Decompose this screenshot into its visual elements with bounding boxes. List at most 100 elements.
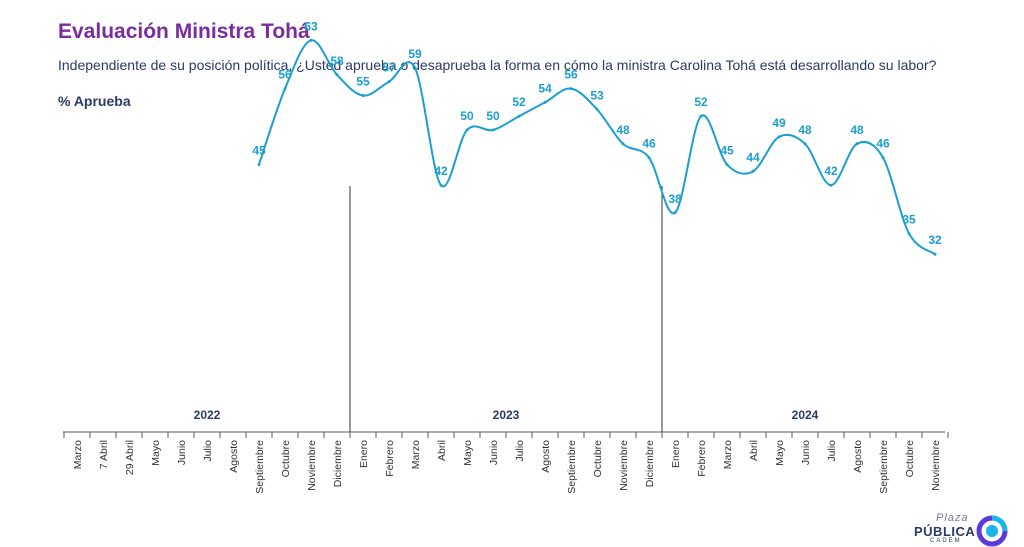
x-tick-label: Enero <box>358 440 370 468</box>
x-tick-label: Diciembre <box>332 440 344 487</box>
data-point <box>465 128 469 132</box>
data-point <box>621 142 625 146</box>
x-tick-label: Junio <box>176 440 188 465</box>
data-label: 42 <box>434 164 448 178</box>
logo-text-plaza: Plaza <box>936 512 969 524</box>
data-label: 52 <box>694 95 708 109</box>
survey-question: Independiente de su posición política, ¿… <box>58 57 937 73</box>
data-point <box>387 80 391 84</box>
data-point <box>829 183 833 187</box>
data-label: 38 <box>668 192 682 206</box>
series-line <box>258 39 936 256</box>
data-label: 52 <box>512 95 526 109</box>
x-tick-label: Marzo <box>410 440 422 469</box>
data-label: 63 <box>304 19 318 33</box>
data-point <box>257 163 261 166</box>
data-label: 44 <box>746 150 760 164</box>
x-tick-label: Enero <box>670 440 682 468</box>
data-point <box>907 232 911 235</box>
data-label: 53 <box>590 88 604 102</box>
data-label: 59 <box>408 47 422 61</box>
x-tick-label: Noviembre <box>618 440 630 491</box>
data-point <box>361 94 365 97</box>
x-tick-label: Agosto <box>852 440 864 473</box>
data-label: 48 <box>850 123 864 137</box>
data-point <box>569 87 573 91</box>
data-point <box>543 100 547 104</box>
x-tick-label: Marzo <box>722 440 734 469</box>
x-tick-label: Febrero <box>384 440 396 477</box>
data-label: 46 <box>642 137 656 151</box>
x-tick-label: Octubre <box>592 440 604 478</box>
data-label: 49 <box>772 116 786 130</box>
data-point <box>855 142 859 146</box>
data-point <box>439 183 443 187</box>
data-point <box>881 156 885 160</box>
data-point <box>699 114 703 118</box>
data-point <box>933 252 937 256</box>
plaza-publica-logo: Plaza PÚBLICA CADEM <box>914 512 1014 547</box>
data-point <box>595 107 599 111</box>
data-label: 58 <box>330 54 344 68</box>
data-label: 57 <box>382 61 396 75</box>
x-tick-label: Agosto <box>540 440 552 473</box>
data-point <box>335 73 339 77</box>
x-tick-label: Noviembre <box>930 440 942 491</box>
data-point <box>283 87 287 91</box>
data-label: 56 <box>278 68 292 82</box>
x-tick-label: Mayo <box>462 440 474 466</box>
data-point <box>725 163 729 166</box>
data-label: 48 <box>616 123 630 137</box>
data-label: 42 <box>824 164 838 178</box>
logo-text-publica: PÚBLICA <box>914 524 976 539</box>
year-label: 2023 <box>493 408 520 422</box>
data-label: 48 <box>798 123 812 137</box>
x-tick-label: Marzo <box>72 440 84 469</box>
data-label: 46 <box>876 137 890 151</box>
x-tick-label: Junio <box>488 440 500 465</box>
data-point <box>751 169 755 173</box>
logo-text-cadem: CADEM <box>930 538 962 544</box>
x-tick-label: Septiembre <box>878 440 890 494</box>
data-label: 32 <box>928 233 942 247</box>
x-tick-label: Julio <box>202 440 214 462</box>
x-tick-label: Noviembre <box>306 440 318 491</box>
logo-mark-icon <box>976 515 1008 547</box>
data-label: 54 <box>538 81 552 95</box>
x-tick-label: Febrero <box>696 440 708 477</box>
data-point <box>777 135 781 139</box>
x-tick-label: Mayo <box>774 440 786 466</box>
data-point <box>803 142 807 146</box>
data-label: 56 <box>564 68 578 82</box>
chart-title: Evaluación Ministra Tohá <box>58 20 310 43</box>
x-tick-label: Septiembre <box>254 440 266 494</box>
x-tick-label: Abril <box>436 440 448 461</box>
data-label: 50 <box>486 109 500 123</box>
x-tick-label: Junio <box>800 440 812 465</box>
year-label: 2022 <box>194 408 221 422</box>
x-tick-label: Julio <box>514 440 526 462</box>
data-point <box>309 38 313 42</box>
x-tick-label: Octubre <box>280 440 292 478</box>
x-tick-label: Julio <box>826 440 838 462</box>
data-label: 35 <box>902 213 916 227</box>
x-tick-label: 29 Abril <box>124 440 136 475</box>
x-tick-label: Octubre <box>904 440 916 478</box>
metric-label: % Aprueba <box>58 93 131 109</box>
x-tick-label: Mayo <box>150 440 162 466</box>
data-point <box>517 114 521 118</box>
data-point <box>647 156 651 160</box>
x-tick-label: Abril <box>748 440 760 461</box>
data-label: 45 <box>252 144 266 158</box>
x-tick-label: 7 Abril <box>98 440 110 469</box>
data-point <box>413 66 417 70</box>
year-label: 2024 <box>792 408 819 422</box>
x-tick-label: Diciembre <box>644 440 656 487</box>
data-label: 45 <box>720 144 734 158</box>
data-label: 50 <box>460 109 474 123</box>
data-label: 55 <box>356 75 370 89</box>
x-tick-label: Agosto <box>228 440 240 473</box>
x-tick-label: Septiembre <box>566 440 578 494</box>
data-point <box>673 211 677 215</box>
